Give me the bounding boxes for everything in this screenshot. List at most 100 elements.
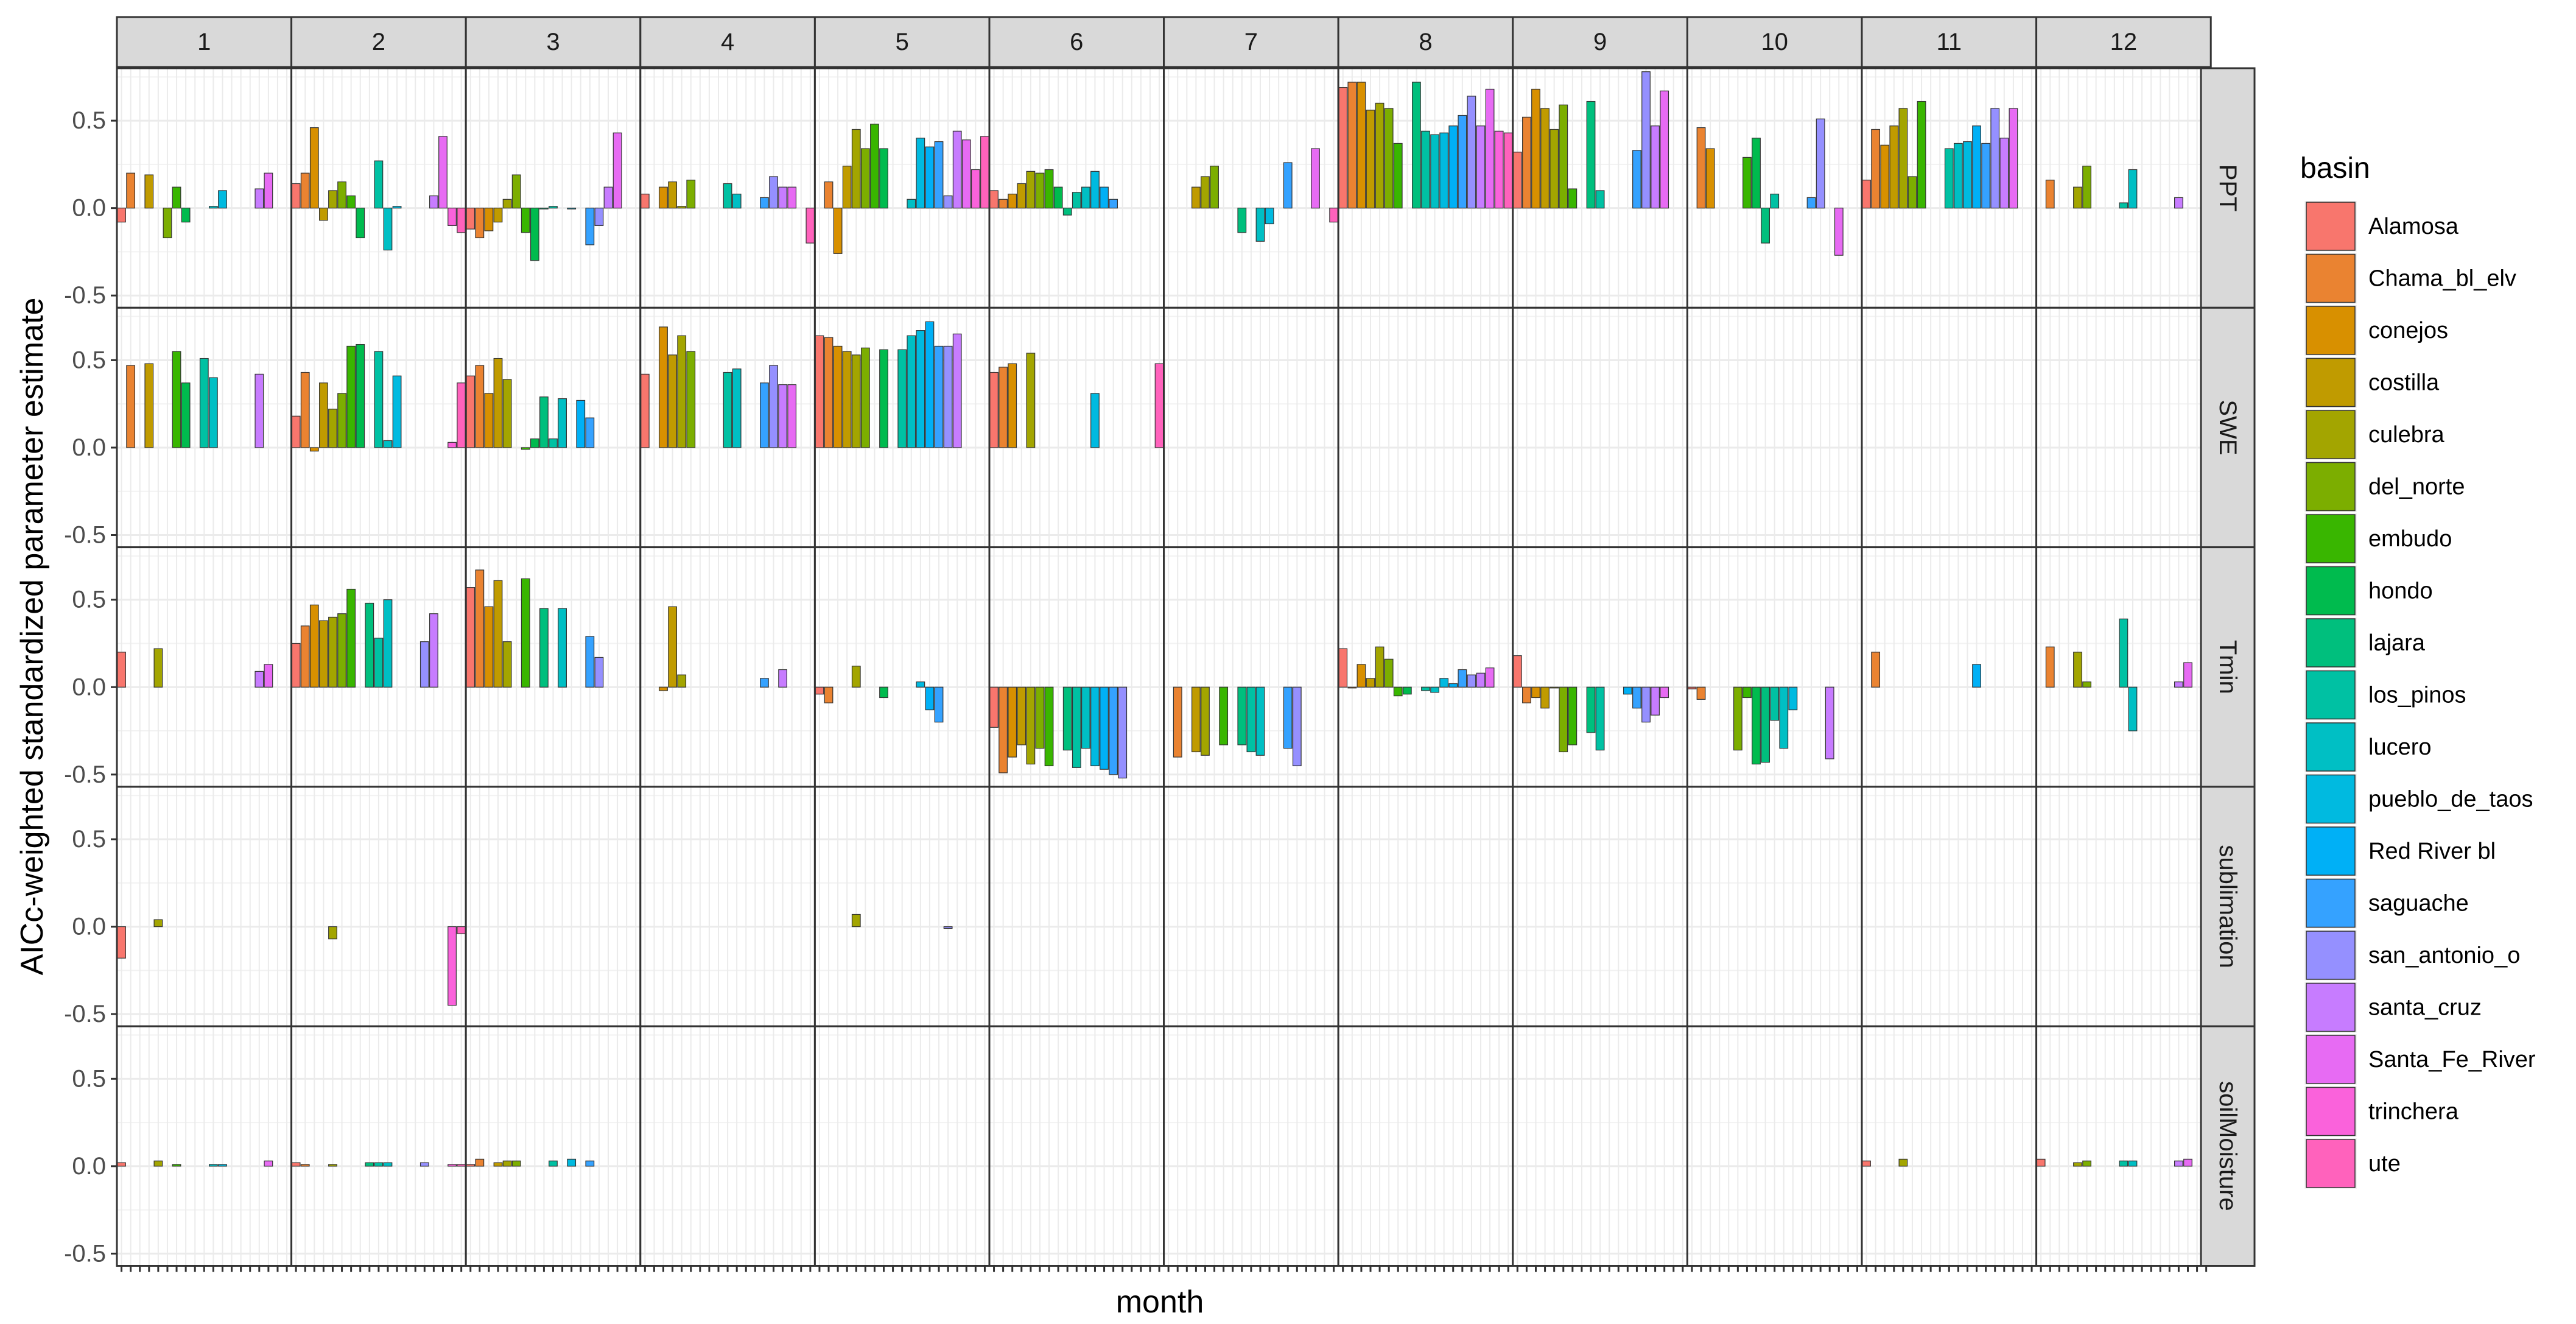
bar-SWE-5-santa_cruz (952, 333, 962, 448)
col-strip-4: 4 (639, 16, 816, 68)
bar-SWE-4-del_norte (686, 351, 696, 448)
bar-PPT-4-los_pinos (723, 183, 732, 209)
bar-soilMoisture-2-ute (457, 1164, 466, 1167)
bar-Tmin-8-saguache (1458, 669, 1467, 688)
panel-soilMoisture-4 (639, 1025, 816, 1267)
bar-PPT-8-santa_cruz (1476, 125, 1486, 209)
bar-PPT-9-san_antonio_o (1641, 71, 1651, 209)
legend-swatch (2306, 202, 2356, 251)
legend-swatch (2306, 462, 2356, 512)
bar-PPT-1-santa_cruz (254, 188, 264, 209)
bar-PPT-7-costilla (1191, 186, 1201, 209)
bar-Tmin-7-culebra (1201, 686, 1210, 756)
bar-PPT-7-ute (1329, 208, 1339, 223)
legend-swatch (2306, 514, 2356, 563)
bar-Tmin-6-Chama_bl_elv (998, 686, 1008, 773)
col-strip-label: 10 (1761, 29, 1788, 55)
bar-PPT-12-Chama_bl_elv (2045, 180, 2055, 209)
panel-Tmin-1 (116, 546, 293, 788)
y-tick-label: 0.0 (72, 914, 106, 940)
bar-PPT-2-del_norte (337, 181, 346, 209)
bar-PPT-5-conejos (833, 208, 843, 254)
bar-sublimation-1-culebra (153, 919, 163, 928)
bar-Tmin-8-embudo (1393, 686, 1403, 697)
col-strip-label: 8 (1419, 29, 1432, 55)
bar-SWE-3-conejos (484, 393, 494, 448)
legend-label: Chama_bl_elv (2368, 266, 2516, 292)
panel-SWE-2 (290, 306, 467, 549)
bar-soilMoisture-2-culebra (328, 1164, 337, 1167)
bar-PPT-8-costilla (1366, 110, 1375, 209)
bar-PPT-4-Alamosa (640, 194, 650, 209)
panel-SWE-4 (639, 306, 816, 549)
row-strip-label: soilMoisture (2214, 1081, 2241, 1211)
bar-Tmin-9-lajara (1586, 686, 1596, 733)
bar-PPT-9-Santa_Fe_River (1660, 90, 1669, 209)
bar-Tmin-4-conejos (659, 686, 668, 691)
row-strip-background (2200, 1025, 2256, 1267)
bar-PPT-5-culebra (851, 129, 861, 209)
y-tick-label: 0.5 (72, 586, 106, 613)
legend-item-Red River bl: Red River bl (2304, 826, 2496, 876)
legend-swatch (2306, 931, 2356, 980)
bar-Tmin-7-san_antonio_o (1292, 686, 1302, 767)
y-tick-label: -0.5 (64, 1240, 106, 1267)
panel-sublimation-4 (639, 786, 816, 1027)
bar-Tmin-10-pueblo_de_taos (1788, 686, 1798, 711)
bar-PPT-11-san_antonio_o (1990, 108, 2000, 209)
bar-PPT-7-Santa_Fe_River (1311, 148, 1320, 209)
bar-PPT-6-Red River bl (1100, 186, 1109, 209)
bar-PPT-3-Chama_bl_elv (475, 208, 485, 239)
bar-Tmin-2-lajara (365, 602, 374, 688)
col-strip-background (116, 16, 293, 68)
panel-sublimation-2 (290, 786, 467, 1027)
bar-Tmin-9-del_norte (1559, 686, 1568, 753)
bar-PPT-8-san_antonio_o (1467, 96, 1476, 209)
panel-sublimation-5 (813, 786, 991, 1027)
bar-PPT-8-Santa_Fe_River (1485, 88, 1495, 209)
bar-PPT-3-los_pinos (549, 206, 558, 209)
bar-SWE-5-saguache (934, 345, 944, 448)
col-strip-background (1686, 16, 1863, 68)
bar-Tmin-8-santa_cruz (1476, 672, 1486, 688)
legend-item-Alamosa: Alamosa (2304, 201, 2459, 252)
bar-PPT-1-Santa_Fe_River (264, 172, 273, 209)
bar-PPT-9-costilla (1540, 108, 1549, 209)
bar-SWE-5-Chama_bl_elv (824, 337, 834, 448)
bar-PPT-7-pueblo_de_taos (1265, 208, 1274, 225)
legend-swatch (2306, 878, 2356, 928)
bar-Tmin-3-costilla (493, 580, 503, 688)
bar-SWE-6-conejos (1008, 363, 1017, 448)
col-strip-label: 6 (1070, 29, 1083, 55)
bar-PPT-2-lucero (383, 208, 393, 251)
bar-Tmin-7-saguache (1283, 686, 1293, 749)
bar-soilMoisture-1-lucero (208, 1164, 218, 1167)
bar-SWE-2-Chama_bl_elv (300, 371, 310, 448)
bar-SWE-5-lucero (907, 335, 916, 448)
bar-Tmin-3-san_antonio_o (594, 657, 604, 688)
bar-PPT-11-culebra (1898, 108, 1908, 209)
bar-PPT-2-pueblo_de_taos (392, 206, 402, 209)
bar-Tmin-12-santa_cruz (2174, 681, 2183, 688)
col-strip-label: 5 (896, 29, 909, 55)
bar-PPT-2-conejos (309, 127, 319, 209)
legend-item-lucero: lucero (2304, 722, 2432, 772)
panel-sublimation-11 (1861, 786, 2038, 1027)
bar-PPT-3-costilla (493, 208, 503, 223)
bar-PPT-11-del_norte (1907, 176, 1917, 209)
panel-soilMoisture-10 (1686, 1025, 1863, 1267)
bar-PPT-6-costilla (1017, 183, 1027, 209)
panel-sublimation-12 (2035, 786, 2212, 1027)
col-strip-2: 2 (290, 16, 467, 68)
legend-label: Alamosa (2368, 214, 2459, 239)
bar-PPT-8-conejos (1356, 82, 1366, 209)
bar-PPT-9-conejos (1531, 88, 1540, 209)
legend-swatch (2306, 306, 2356, 355)
bar-PPT-4-conejos (659, 186, 668, 209)
panel-SWE-5 (813, 306, 991, 549)
bar-PPT-12-lucero (2128, 169, 2138, 209)
bar-PPT-11-santa_cruz (1999, 138, 2009, 209)
bar-Tmin-3-Chama_bl_elv (475, 569, 485, 688)
bar-Tmin-3-culebra (502, 641, 512, 688)
bar-Tmin-6-del_norte (1035, 686, 1045, 749)
